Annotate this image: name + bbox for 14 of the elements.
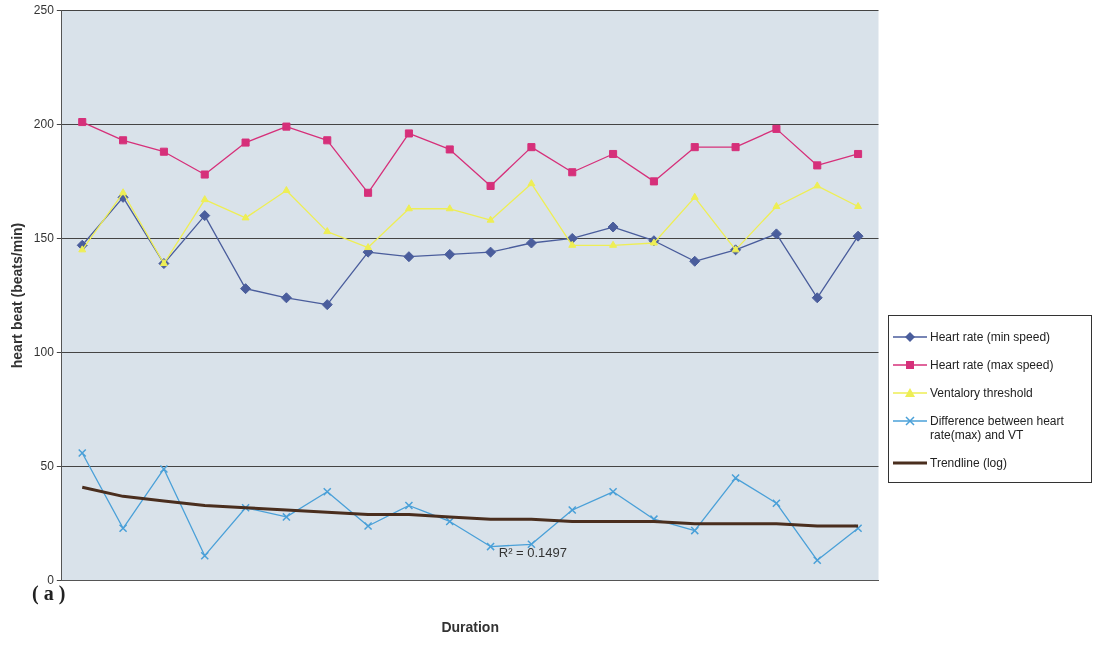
y-tick-label: 200: [33, 116, 55, 131]
legend-label: Trendline (log): [930, 456, 1007, 470]
legend-label: Difference between heart rate(max) and VT: [930, 414, 1065, 442]
y-tick-label: 0: [47, 573, 55, 588]
x-axis-title: Duration: [441, 619, 499, 636]
y-tick-label: 250: [33, 2, 55, 17]
legend-label: Heart rate (min speed): [930, 330, 1051, 344]
y-axis-title: heart beat (beats/min): [9, 222, 26, 369]
y-tick-label: 100: [33, 344, 55, 359]
legend-label: Heart rate (max speed): [930, 358, 1054, 372]
y-tick-label: 150: [33, 230, 55, 245]
legend-label: Ventalory threshold: [930, 386, 1033, 400]
annotation: R² = 0.1497: [498, 544, 568, 560]
y-tick-label: 50: [40, 458, 55, 473]
